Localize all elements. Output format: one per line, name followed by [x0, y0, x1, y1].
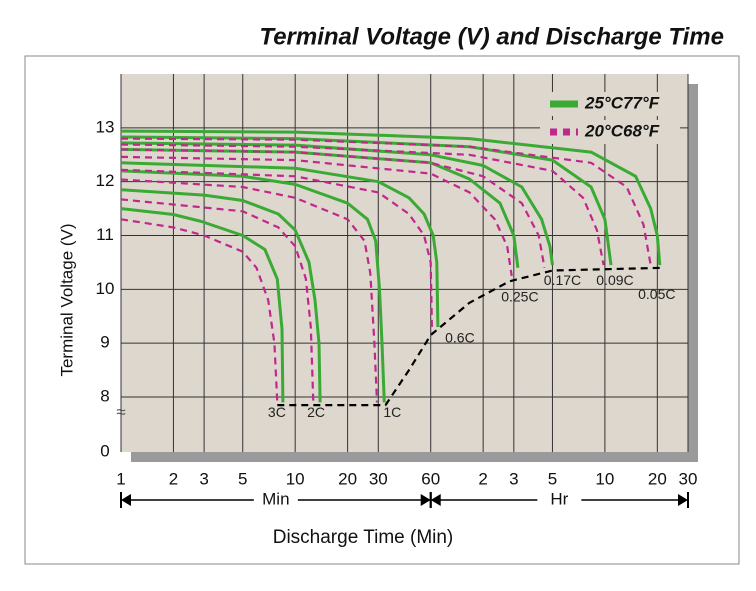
curve — [120, 155, 513, 277]
rate-label: 0.17C — [544, 272, 581, 288]
x-tick-label: 30 — [679, 469, 698, 488]
y-axis-label: Terminal Voltage (V) — [57, 223, 76, 376]
rate-label: 0.05C — [638, 286, 675, 302]
curve — [120, 169, 386, 403]
curve — [120, 148, 546, 268]
chart-title: Terminal Voltage (V) and Discharge Time — [259, 23, 724, 50]
rate-label: 1C — [383, 404, 401, 420]
y-tick-label: 8 — [100, 386, 109, 405]
curve — [277, 266, 664, 407]
curve — [120, 218, 279, 403]
y-tick-label: 10 — [96, 279, 115, 298]
y-tick-label: 9 — [100, 333, 109, 352]
legend-label: 20°C68°F — [584, 121, 660, 140]
x-tick-label: 1 — [116, 469, 125, 488]
y-tick-label: 12 — [96, 171, 115, 190]
x-group-label-bg — [537, 490, 582, 510]
x-group-label-bg — [253, 490, 298, 510]
curve — [120, 198, 315, 403]
curve — [120, 178, 379, 403]
x-tick-label: 3 — [199, 469, 208, 488]
y-tick-label: 11 — [96, 225, 114, 244]
x-tick-label: 3 — [509, 469, 518, 488]
curve — [120, 137, 652, 266]
x-axis-label: Discharge Time (Min) — [273, 527, 454, 548]
x-tick-label: 30 — [369, 469, 388, 488]
frame — [24, 55, 740, 565]
rate-label: 2C — [307, 404, 325, 420]
x-tick-label: 20 — [648, 469, 667, 488]
curve — [120, 161, 440, 328]
curve — [120, 168, 434, 333]
curve — [120, 188, 322, 403]
rate-label: 3C — [268, 404, 286, 420]
x-tick-label: 20 — [338, 469, 357, 488]
curve — [120, 129, 662, 266]
y-tick-label: 0 — [100, 441, 109, 460]
x-tick-label: 10 — [595, 469, 614, 488]
x-group-label: Hr — [550, 489, 568, 508]
x-group-label: Min — [262, 489, 289, 508]
curve — [120, 207, 285, 403]
x-tick-label: 10 — [286, 469, 305, 488]
x-tick-label: 5 — [238, 469, 247, 488]
rate-label: 0.25C — [501, 289, 538, 305]
rate-label: 0.09C — [596, 272, 633, 288]
rate-label: 0.6C — [445, 330, 475, 346]
x-tick-label: 60 — [421, 469, 440, 488]
legend-label: 25°C77°F — [584, 93, 660, 112]
x-tick-label: 2 — [169, 469, 178, 488]
x-tick-label: 2 — [478, 469, 487, 488]
curve — [120, 143, 605, 266]
x-tick-label: 5 — [548, 469, 557, 488]
y-tick-label: 13 — [96, 117, 115, 136]
